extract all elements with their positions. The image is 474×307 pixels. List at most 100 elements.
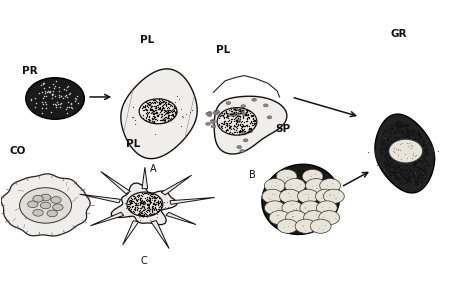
Point	[146, 207, 153, 212]
Point	[151, 210, 158, 215]
Point	[145, 199, 153, 204]
Point	[129, 105, 137, 110]
Point	[227, 125, 234, 130]
Point	[238, 107, 246, 112]
Point	[411, 177, 419, 182]
Point	[384, 137, 392, 142]
Point	[172, 111, 179, 116]
Point	[139, 204, 146, 209]
Point	[392, 155, 400, 160]
Point	[130, 196, 138, 201]
Point	[402, 162, 410, 167]
Point	[414, 175, 422, 180]
Point	[127, 197, 135, 202]
Point	[134, 192, 142, 197]
Circle shape	[252, 98, 256, 101]
Point	[397, 150, 404, 155]
Point	[386, 150, 394, 155]
Point	[156, 204, 164, 209]
Point	[317, 223, 325, 228]
Point	[137, 212, 145, 217]
Point	[305, 201, 313, 206]
Point	[136, 202, 143, 207]
Point	[165, 112, 173, 117]
Point	[147, 192, 155, 197]
Point	[168, 107, 175, 112]
Point	[154, 208, 161, 213]
Point	[318, 212, 326, 217]
Point	[142, 197, 149, 202]
Point	[151, 116, 159, 121]
Point	[69, 105, 76, 110]
Point	[223, 127, 231, 132]
Point	[227, 109, 234, 114]
Point	[234, 113, 242, 118]
Point	[387, 156, 395, 161]
Point	[157, 118, 165, 122]
Point	[280, 212, 287, 216]
Point	[138, 199, 146, 204]
Point	[164, 110, 172, 115]
Point	[135, 192, 143, 197]
Point	[243, 115, 251, 120]
Point	[272, 216, 280, 221]
Ellipse shape	[389, 139, 423, 163]
Point	[312, 174, 320, 179]
Point	[153, 114, 161, 119]
Point	[323, 181, 330, 186]
Point	[128, 195, 135, 200]
Point	[146, 103, 154, 108]
Point	[148, 116, 155, 121]
Point	[281, 225, 288, 230]
Point	[413, 180, 420, 185]
Point	[290, 214, 297, 219]
Point	[409, 156, 416, 161]
Point	[273, 197, 281, 202]
Point	[295, 215, 303, 220]
Point	[140, 207, 148, 212]
Point	[240, 128, 248, 133]
Point	[145, 102, 153, 107]
Point	[161, 99, 168, 104]
Point	[392, 135, 399, 140]
Ellipse shape	[317, 201, 337, 215]
Point	[274, 220, 282, 224]
Point	[138, 199, 146, 204]
Circle shape	[267, 116, 272, 119]
Point	[406, 169, 414, 174]
Point	[424, 152, 432, 157]
Point	[158, 117, 165, 122]
Point	[228, 123, 235, 128]
Point	[124, 204, 132, 209]
Point	[131, 207, 138, 212]
Point	[328, 205, 335, 210]
Point	[136, 196, 144, 200]
Point	[143, 213, 151, 218]
Ellipse shape	[33, 195, 43, 202]
Point	[142, 115, 149, 119]
Point	[41, 91, 49, 96]
Point	[383, 163, 391, 168]
Point	[240, 120, 247, 125]
Point	[401, 155, 409, 160]
Point	[396, 154, 404, 158]
Point	[385, 166, 393, 171]
Point	[402, 157, 410, 162]
Point	[390, 149, 398, 154]
Point	[397, 172, 404, 177]
Ellipse shape	[264, 179, 285, 193]
Point	[397, 121, 405, 126]
Point	[419, 171, 427, 176]
Circle shape	[210, 119, 215, 122]
Text: C: C	[140, 255, 147, 266]
Point	[408, 127, 415, 132]
Point	[151, 98, 158, 103]
Point	[417, 145, 425, 150]
Point	[396, 122, 403, 127]
Point	[167, 116, 174, 121]
Point	[273, 200, 280, 204]
Point	[165, 110, 173, 115]
Point	[156, 200, 164, 204]
Point	[395, 149, 403, 154]
Point	[159, 103, 166, 108]
